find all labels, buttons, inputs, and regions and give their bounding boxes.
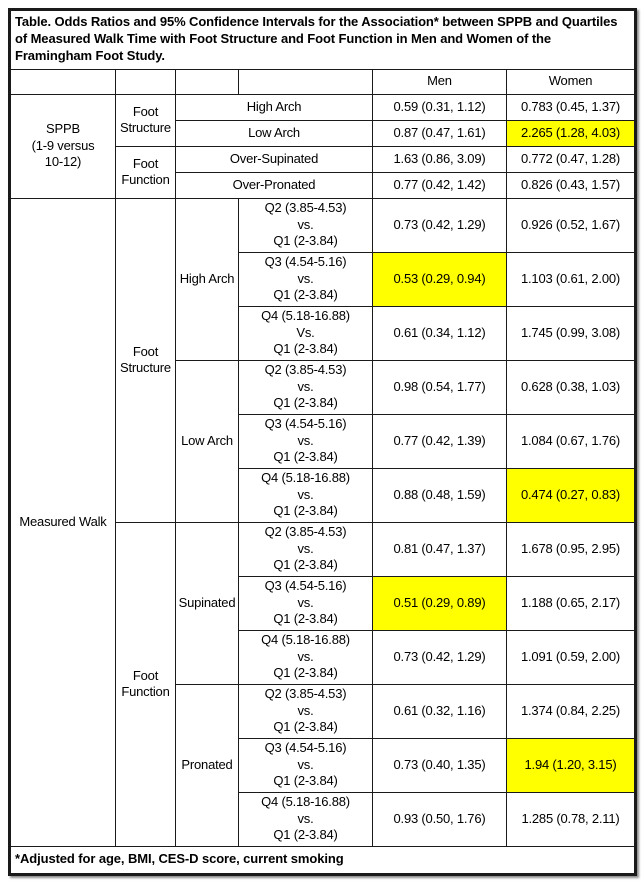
table-row: SPPB (1-9 versus 10-12) Foot Structure H… [10,93,635,199]
or-value-men-cell: 0.88 (0.48, 1.59) [372,467,507,523]
or-value-women-cell: 0.628 (0.38, 1.03) [506,359,635,415]
header-empty-cell-2 [115,68,176,95]
quartile-label-cell: Q2 (3.85-4.53) vs. Q1 (2-3.84) [238,359,373,415]
or-value-women-cell: 1.091 (0.59, 2.00) [506,629,635,685]
or-value-men-cell: 0.73 (0.42, 1.29) [372,629,507,685]
or-value-women-cell: 1.188 (0.65, 2.17) [506,575,635,631]
table-row: Measured Walk Foot Structure High Arch Q… [10,197,635,847]
subgroup-label-supinated: Supinated [175,521,239,685]
odds-ratio-table: Table. Odds Ratios and 95% Confidence In… [10,10,635,874]
row-label-high-arch: High Arch [175,93,373,121]
or-value-men-cell: 0.59 (0.31, 1.12) [372,93,507,121]
table-row: Pronated Q2 (3.85-4.53) vs. Q1 (2-3.84) … [11,683,635,847]
table-footnote: *Adjusted for age, BMI, CES-D score, cur… [10,845,635,874]
row-label-low-arch: Low Arch [175,119,373,147]
or-value-women-cell-highlighted: 2.265 (1.28, 4.03) [506,119,635,147]
or-value-women-cell: 1.103 (0.61, 2.00) [506,251,635,307]
or-value-men-cell: 1.63 (0.86, 3.09) [372,145,507,173]
table-row: Foot Function Over-Supinated 1.63 (0.86,… [11,145,635,199]
or-value-men-cell: 0.61 (0.34, 1.12) [372,305,507,361]
row-label-over-pronated: Over-Pronated [175,171,373,199]
row-label-measured-walk: Measured Walk [10,197,116,847]
header-empty-cell-4 [238,68,373,95]
header-empty-cell-1 [10,68,116,95]
quartile-label-cell: Q2 (3.85-4.53) vs. Q1 (2-3.84) [238,683,373,739]
table-row: Q4 (5.18-16.88) vs. Q1 (2-3.84) 0.93 (0.… [11,791,635,847]
group-label-foot-structure: Foot Structure [115,93,176,147]
quartile-label-cell: Q4 (5.18-16.88) Vs. Q1 (2-3.84) [238,305,373,361]
subgroup-label-pronated: Pronated [175,683,239,847]
subgroup-label-low-arch: Low Arch [175,359,239,523]
quartile-label-cell: Q3 (4.54-5.16) vs. Q1 (2-3.84) [238,413,373,469]
table-row: Q4 (5.18-16.88) Vs. Q1 (2-3.84) 0.61 (0.… [11,305,635,361]
quartile-label-cell: Q4 (5.18-16.88) vs. Q1 (2-3.84) [238,629,373,685]
group-label-foot-function: Foot Function [115,145,176,199]
table-row: Over-Pronated 0.77 (0.42, 1.42) 0.826 (0… [11,171,635,199]
col-header-men: Men [372,68,507,95]
or-value-men-cell: 0.73 (0.40, 1.35) [372,737,507,793]
group-label-foot-structure: Foot Structure [115,197,176,523]
table-title-row: Table. Odds Ratios and 95% Confidence In… [10,10,635,70]
table-row: Low Arch Q2 (3.85-4.53) vs. Q1 (2-3.84) … [11,359,635,523]
column-header-row: Men Women [10,68,635,95]
or-value-women-cell: 0.926 (0.52, 1.67) [506,197,635,253]
quartile-label-cell: Q3 (4.54-5.16) vs. Q1 (2-3.84) [238,737,373,793]
or-value-women-cell-highlighted: 1.94 (1.20, 3.15) [506,737,635,793]
quartile-label-cell: Q2 (3.85-4.53) vs. Q1 (2-3.84) [238,521,373,577]
or-value-men-cell: 0.87 (0.47, 1.61) [372,119,507,147]
quartile-label-cell: Q3 (4.54-5.16) vs. Q1 (2-3.84) [238,575,373,631]
odds-ratio-table-wrapper: Table. Odds Ratios and 95% Confidence In… [8,8,637,876]
table-title: Table. Odds Ratios and 95% Confidence In… [10,10,635,70]
col-header-women: Women [506,68,635,95]
or-value-men-cell-highlighted: 0.53 (0.29, 0.94) [372,251,507,307]
or-value-women-cell: 1.678 (0.95, 2.95) [506,521,635,577]
quartile-label-cell: Q4 (5.18-16.88) vs. Q1 (2-3.84) [238,467,373,523]
or-value-women-cell: 0.783 (0.45, 1.37) [506,93,635,121]
or-value-men-cell-highlighted: 0.51 (0.29, 0.89) [372,575,507,631]
row-label-over-supinated: Over-Supinated [175,145,373,173]
or-value-men-cell: 0.77 (0.42, 1.39) [372,413,507,469]
or-value-women-cell: 0.826 (0.43, 1.57) [506,171,635,199]
or-value-men-cell: 0.61 (0.32, 1.16) [372,683,507,739]
table-row: Q3 (4.54-5.16) vs. Q1 (2-3.84) 0.53 (0.2… [11,251,635,307]
row-label-sppb: SPPB (1-9 versus 10-12) [10,93,116,199]
table-row: Low Arch 0.87 (0.47, 1.61) 2.265 (1.28, … [11,119,635,147]
table-row: Foot Function Supinated Q2 (3.85-4.53) v… [11,521,635,847]
quartile-label-cell: Q2 (3.85-4.53) vs. Q1 (2-3.84) [238,197,373,253]
or-value-women-cell: 1.084 (0.67, 1.76) [506,413,635,469]
table-row: Q4 (5.18-16.88) vs. Q1 (2-3.84) 0.73 (0.… [11,629,635,685]
header-empty-cell-3 [175,68,239,95]
group-label-foot-function: Foot Function [115,521,176,847]
or-value-women-cell: 0.772 (0.47, 1.28) [506,145,635,173]
or-value-men-cell: 0.81 (0.47, 1.37) [372,521,507,577]
or-value-women-cell: 1.745 (0.99, 3.08) [506,305,635,361]
or-value-men-cell: 0.98 (0.54, 1.77) [372,359,507,415]
or-value-men-cell: 0.73 (0.42, 1.29) [372,197,507,253]
quartile-label-cell: Q4 (5.18-16.88) vs. Q1 (2-3.84) [238,791,373,847]
or-value-men-cell: 0.93 (0.50, 1.76) [372,791,507,847]
or-value-men-cell: 0.77 (0.42, 1.42) [372,171,507,199]
subgroup-label-high-arch: High Arch [175,197,239,361]
quartile-label-cell: Q3 (4.54-5.16) vs. Q1 (2-3.84) [238,251,373,307]
table-row: Q3 (4.54-5.16) vs. Q1 (2-3.84) 0.51 (0.2… [11,575,635,631]
or-value-women-cell: 1.374 (0.84, 2.25) [506,683,635,739]
footnote-row: *Adjusted for age, BMI, CES-D score, cur… [10,845,635,874]
or-value-women-cell: 1.285 (0.78, 2.11) [506,791,635,847]
table-row: Q4 (5.18-16.88) vs. Q1 (2-3.84) 0.88 (0.… [11,467,635,523]
or-value-women-cell-highlighted: 0.474 (0.27, 0.83) [506,467,635,523]
